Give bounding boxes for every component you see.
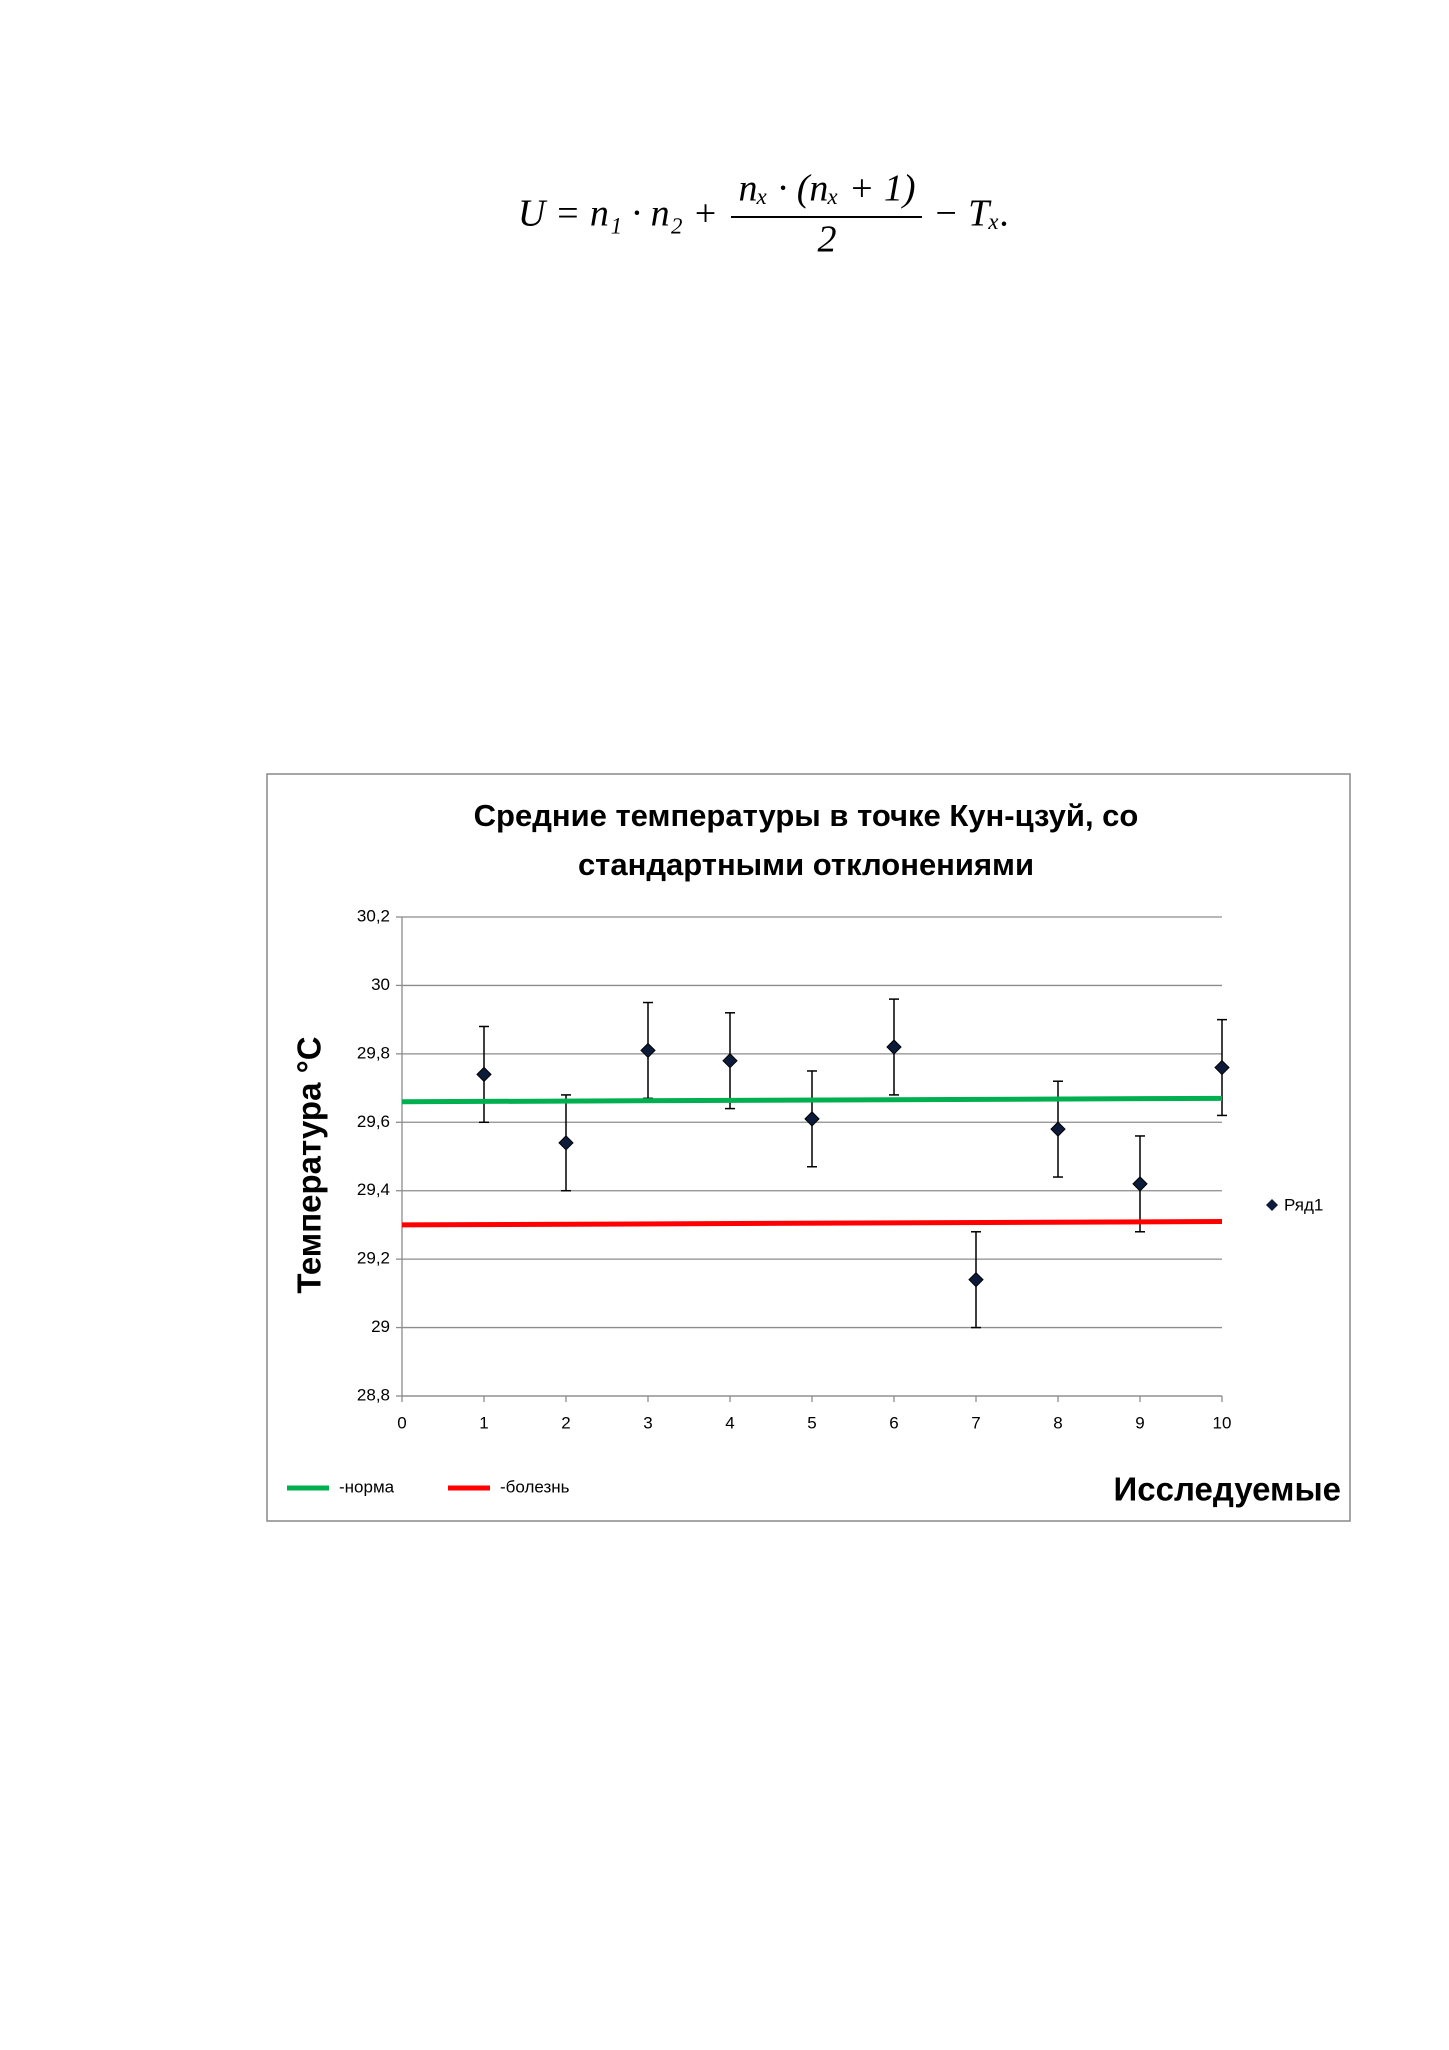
chart-frame bbox=[266, 773, 1351, 1522]
x-tick-label: 4 bbox=[725, 1413, 734, 1432]
x-tick-label: 5 bbox=[807, 1413, 816, 1432]
y-tick-label: 30,2 bbox=[357, 906, 390, 925]
x-tick-label: 2 bbox=[561, 1413, 570, 1432]
y-tick-label: 29,2 bbox=[357, 1249, 390, 1268]
data-point bbox=[1132, 1176, 1148, 1192]
formula-numerator: nₓ · (nₓ + 1) bbox=[738, 168, 915, 210]
x-tick-label: 8 bbox=[1053, 1413, 1062, 1432]
data-point bbox=[968, 1271, 984, 1288]
x-tick-label: 3 bbox=[643, 1413, 652, 1432]
chart-title: Средние температуры в точке Кун-цзуй, со bbox=[474, 798, 1139, 833]
formula-denominator: 2 bbox=[818, 219, 837, 261]
x-tick-label: 1 bbox=[479, 1413, 488, 1432]
formula-start: U = n₁ · n₂ + bbox=[518, 193, 718, 235]
legend-label: Ряд1 bbox=[1284, 1195, 1323, 1214]
reference-line bbox=[401, 1095, 1223, 1105]
data-point bbox=[886, 1039, 902, 1055]
x-tick-label: 0 bbox=[397, 1413, 406, 1432]
x-tick-label: 6 bbox=[889, 1413, 898, 1432]
data-point bbox=[722, 1052, 738, 1069]
data-point bbox=[476, 1066, 492, 1083]
data-point bbox=[558, 1135, 574, 1151]
y-tick-label: 29 bbox=[371, 1317, 390, 1336]
x-tick-label: 10 bbox=[1213, 1413, 1232, 1432]
y-tick-label: 29,4 bbox=[357, 1180, 390, 1199]
y-tick-label: 30 bbox=[371, 975, 390, 994]
reference-line bbox=[401, 1219, 1223, 1228]
data-point bbox=[640, 1042, 656, 1059]
data-point bbox=[804, 1111, 820, 1127]
x-tick-label: 7 bbox=[971, 1413, 980, 1432]
legend-label: -норма bbox=[339, 1477, 395, 1496]
data-point bbox=[1214, 1059, 1230, 1076]
x-tick-label: 9 bbox=[1135, 1413, 1144, 1432]
formula-end: − Tₓ. bbox=[933, 193, 1010, 235]
y-tick-label: 29,8 bbox=[357, 1043, 390, 1062]
chart-subtitle: стандартными отклонениями bbox=[578, 847, 1034, 882]
legend-label: -болезнь bbox=[500, 1477, 570, 1496]
y-axis-label: Температура °C bbox=[291, 1036, 328, 1293]
y-tick-label: 28,8 bbox=[357, 1385, 390, 1404]
legend-swatch bbox=[1266, 1199, 1278, 1211]
y-tick-label: 29,6 bbox=[357, 1112, 390, 1131]
data-point bbox=[1050, 1121, 1066, 1137]
x-axis-label: Исследуемые bbox=[1114, 1471, 1341, 1508]
